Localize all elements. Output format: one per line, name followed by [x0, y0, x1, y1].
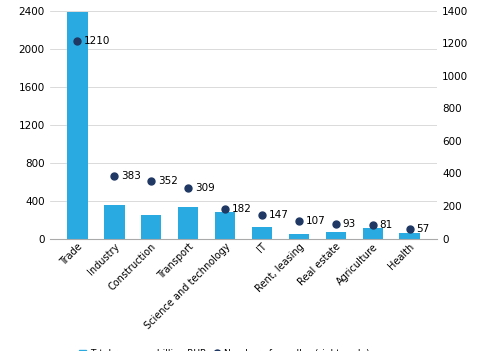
Bar — [67, 12, 87, 239]
Bar — [104, 205, 125, 239]
Bar — [362, 228, 383, 239]
Bar — [252, 227, 272, 239]
Text: 107: 107 — [306, 216, 325, 226]
Bar — [141, 215, 162, 239]
Bar — [400, 233, 420, 239]
Text: 383: 383 — [121, 171, 141, 181]
Text: 309: 309 — [195, 183, 215, 193]
Text: 1210: 1210 — [84, 37, 110, 46]
Text: 182: 182 — [232, 204, 251, 214]
Text: 57: 57 — [416, 224, 429, 234]
Bar — [289, 234, 309, 239]
Bar — [178, 207, 198, 239]
Text: 93: 93 — [342, 219, 356, 229]
Text: 352: 352 — [158, 176, 178, 186]
Legend: Total revenue, billion RUB, Number of gazelles (right scale): Total revenue, billion RUB, Number of ga… — [75, 346, 373, 351]
Text: 147: 147 — [268, 210, 288, 220]
Text: 81: 81 — [379, 220, 393, 231]
Bar — [326, 232, 346, 239]
Bar — [215, 212, 235, 239]
